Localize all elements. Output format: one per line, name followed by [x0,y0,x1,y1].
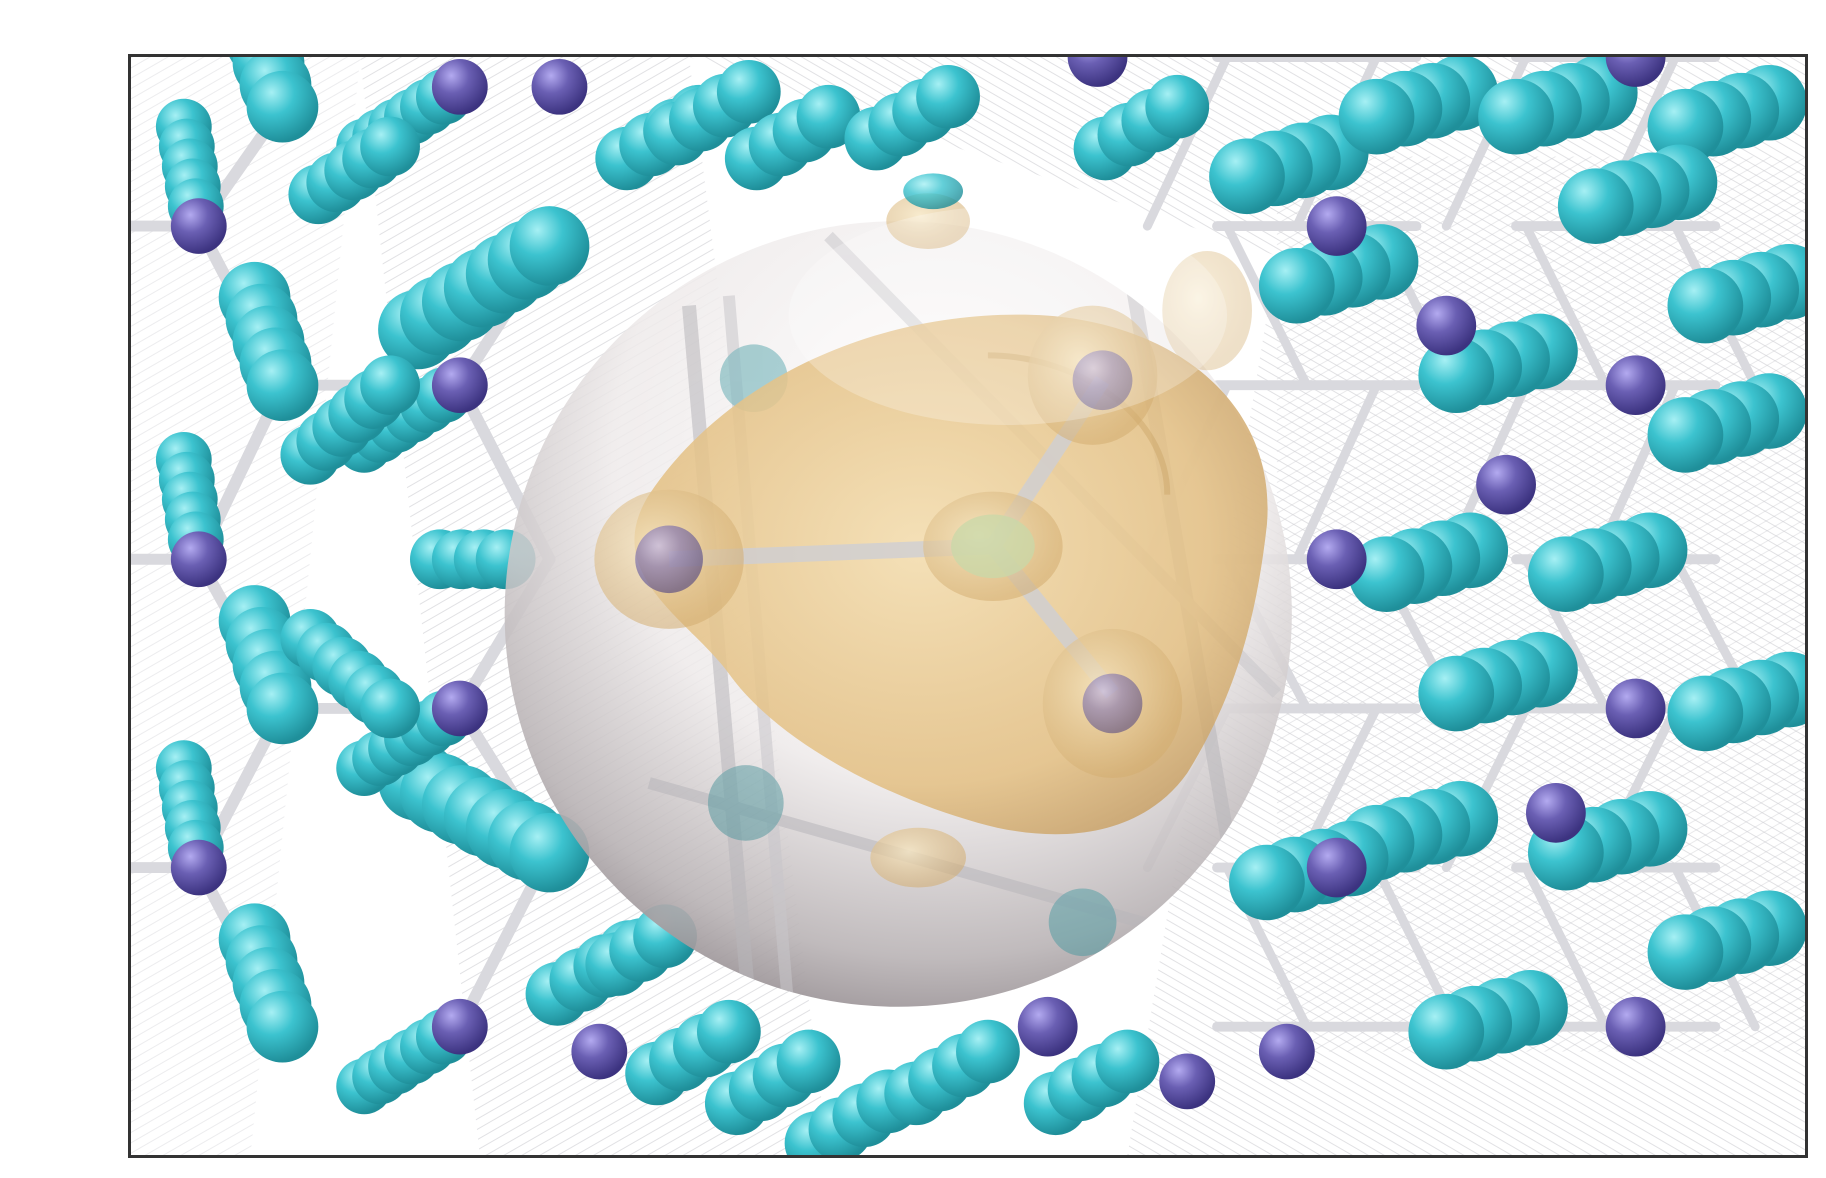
atom-cyan [1557,168,1634,244]
atom-cyan [509,812,590,893]
atom-purple [1306,837,1367,898]
bond [1521,863,1611,1032]
atom-purple [431,998,488,1055]
atom-cyan [1418,337,1495,414]
atom-cyan [360,116,420,177]
atom-purple [1526,783,1586,843]
lattice-atoms [155,57,1805,1155]
atom-cyan [246,672,319,745]
atom-cyan [1647,914,1724,990]
atom-cyan [716,59,781,124]
atom-cyan [1408,993,1485,1070]
atom-purple [1017,996,1078,1057]
atom-cyan [246,70,319,143]
atom-cyan [1348,536,1425,612]
bond [1142,57,1232,231]
atom-purple [1476,454,1536,515]
atom-cyan [246,990,319,1063]
atom-cyan [1095,1029,1160,1094]
atom-cyan [916,64,980,129]
atom-purple [1605,678,1666,739]
atom-cyan [246,349,319,422]
atom-cyan [1667,267,1744,344]
atom-purple [170,198,227,254]
atom-cyan [1647,397,1724,473]
atom-purple [571,1023,628,1080]
isosurface-lobe [1162,250,1252,371]
atom-cyan [1229,844,1305,921]
sphere-highlight [788,206,1228,425]
atom-cyan [776,1029,841,1094]
atom-cyan [1338,78,1415,155]
atom-cyan [1527,536,1604,612]
atom-cyan [509,206,590,286]
atom-purple [1067,57,1128,87]
atom-purple [1605,996,1666,1057]
atom-purple [170,531,227,588]
atom-cyan [956,1019,1020,1084]
atom-purple [1306,196,1367,256]
atom-cyan [796,84,861,149]
atom-cyan [1258,247,1335,324]
atom-purple [1258,1023,1315,1080]
atom-purple [1306,529,1367,590]
atom-purple [1416,295,1477,356]
bond [1292,380,1382,564]
atom-cyan [1478,78,1554,155]
atom-cyan [1667,675,1744,752]
isosurface-lobe [870,827,967,888]
atom-purple [1159,1053,1216,1110]
charge-density-isosurface [594,173,1268,888]
atom-purple [531,58,588,115]
atom-purple [1605,57,1666,87]
bond [1521,221,1611,390]
crystal-defect-illustration [131,57,1805,1155]
atom-purple [170,839,227,896]
atom-purple [431,357,488,414]
figure-frame [128,54,1808,1158]
atom-cyan [360,678,420,739]
atom-cyan [1647,88,1724,165]
atom-purple [431,58,488,115]
atom-cyan [1418,655,1495,732]
atom-purple [431,680,488,737]
atom-purple [1605,355,1666,416]
atom-cyan [360,355,420,416]
atom-cyan [1145,74,1210,139]
isosurface-lobe [886,193,970,249]
atom-cyan [696,999,761,1064]
atom-cyan [1209,138,1285,215]
